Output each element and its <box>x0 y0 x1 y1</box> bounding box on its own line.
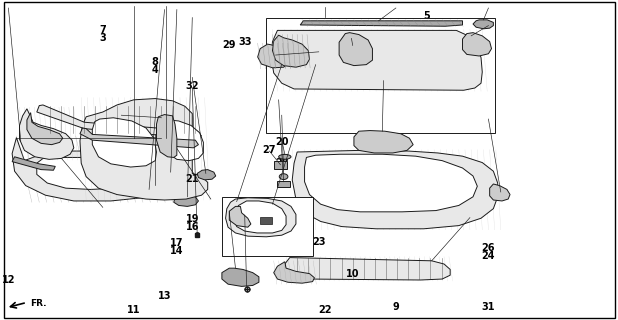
Polygon shape <box>163 120 203 161</box>
Text: 34: 34 <box>309 97 323 108</box>
Polygon shape <box>473 20 493 29</box>
Polygon shape <box>258 44 290 68</box>
Text: 22: 22 <box>318 305 332 316</box>
Text: 24: 24 <box>481 251 495 261</box>
Text: 1: 1 <box>467 36 473 47</box>
Polygon shape <box>339 33 373 66</box>
Polygon shape <box>174 195 198 206</box>
Polygon shape <box>12 138 169 201</box>
Polygon shape <box>292 150 497 229</box>
Text: 8: 8 <box>152 57 159 68</box>
Bar <box>277 181 290 187</box>
Text: FR.: FR. <box>31 299 47 308</box>
Polygon shape <box>122 182 166 194</box>
Polygon shape <box>156 115 177 157</box>
Ellipse shape <box>279 155 291 159</box>
Text: 5: 5 <box>423 11 430 21</box>
Text: 16: 16 <box>185 222 199 232</box>
Text: 9: 9 <box>392 302 399 312</box>
Text: 15: 15 <box>114 137 128 148</box>
Polygon shape <box>300 21 462 26</box>
Bar <box>222 197 313 256</box>
Polygon shape <box>462 33 491 56</box>
Polygon shape <box>164 170 175 187</box>
Text: 18: 18 <box>114 129 128 140</box>
Text: 25: 25 <box>377 203 391 213</box>
Polygon shape <box>197 170 216 180</box>
Polygon shape <box>305 154 477 212</box>
Text: 13: 13 <box>158 291 171 301</box>
Text: 12: 12 <box>2 275 15 285</box>
Polygon shape <box>273 35 310 67</box>
Bar <box>274 161 287 169</box>
Bar <box>260 217 273 224</box>
Polygon shape <box>285 258 450 280</box>
Polygon shape <box>226 198 296 237</box>
Polygon shape <box>27 113 62 145</box>
Text: 26: 26 <box>481 243 495 253</box>
Text: 19: 19 <box>185 214 199 224</box>
Text: 32: 32 <box>185 81 199 92</box>
Ellipse shape <box>279 174 288 180</box>
Polygon shape <box>274 262 315 283</box>
Polygon shape <box>229 206 251 227</box>
Polygon shape <box>354 131 413 153</box>
Text: 11: 11 <box>127 305 140 316</box>
Polygon shape <box>234 201 286 233</box>
Text: 27: 27 <box>263 145 276 156</box>
Text: 28: 28 <box>275 158 289 168</box>
Text: 29: 29 <box>222 40 236 50</box>
Text: 14: 14 <box>170 246 184 256</box>
Text: 31: 31 <box>481 302 495 312</box>
Bar <box>266 18 494 133</box>
Text: 6: 6 <box>485 96 492 106</box>
Polygon shape <box>271 30 482 90</box>
Polygon shape <box>12 157 55 170</box>
Polygon shape <box>37 155 144 189</box>
Polygon shape <box>489 184 510 201</box>
Text: 33: 33 <box>238 36 252 47</box>
Text: 3: 3 <box>99 33 106 44</box>
Text: 4: 4 <box>152 65 159 76</box>
Polygon shape <box>37 105 201 138</box>
Polygon shape <box>20 109 74 159</box>
Text: 7: 7 <box>99 25 106 36</box>
Text: 35: 35 <box>275 97 289 108</box>
Text: 30: 30 <box>272 126 286 136</box>
Text: 10: 10 <box>346 268 360 279</box>
Polygon shape <box>80 99 208 200</box>
Polygon shape <box>80 128 198 148</box>
Polygon shape <box>92 118 156 167</box>
Text: 20: 20 <box>275 137 289 148</box>
Text: 17: 17 <box>170 238 184 248</box>
Polygon shape <box>222 268 259 286</box>
Text: 2: 2 <box>485 104 492 114</box>
Text: 21: 21 <box>185 174 199 184</box>
Text: 23: 23 <box>312 236 326 247</box>
